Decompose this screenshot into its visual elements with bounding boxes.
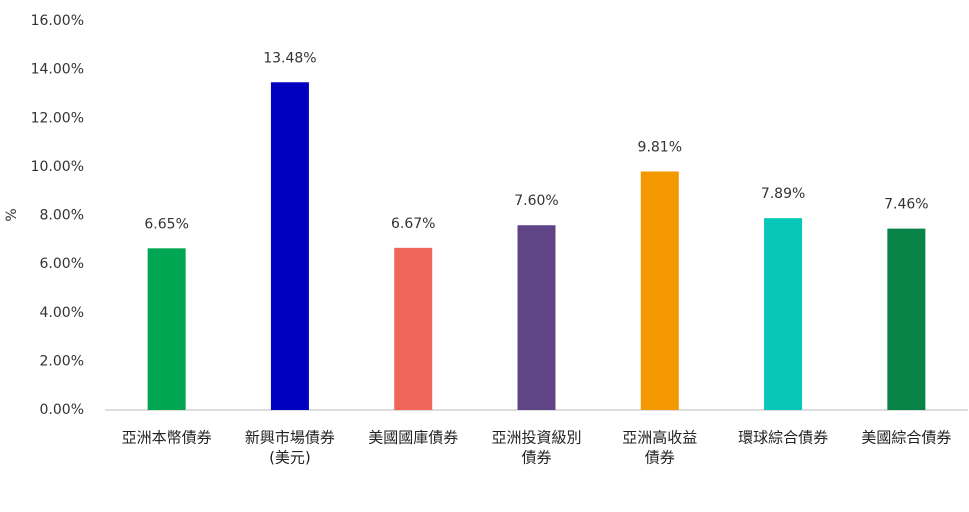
bar: [764, 218, 803, 410]
bar: [147, 248, 186, 410]
y-tick-label: 16.00%: [31, 13, 84, 29]
x-tick-label: 債券: [645, 449, 675, 467]
x-tick-label: 亞洲投資級別: [491, 429, 581, 447]
bar: [517, 225, 556, 410]
value-label: 9.81%: [638, 139, 682, 155]
y-tick-label: 12.00%: [31, 110, 84, 126]
value-label: 7.46%: [884, 197, 928, 213]
x-tick-label: 新興市場債券: [245, 429, 335, 447]
bar: [887, 228, 926, 410]
x-tick-label: 美國國庫債券: [368, 429, 458, 447]
bar: [270, 82, 309, 410]
y-tick-label: 4.00%: [40, 305, 84, 321]
x-tick-label: 亞洲高收益: [622, 429, 697, 447]
y-tick-label: 6.00%: [40, 256, 84, 272]
x-tick-label: (美元): [269, 449, 311, 467]
value-label: 7.89%: [761, 186, 805, 202]
y-tick-label: 0.00%: [40, 402, 84, 418]
value-label: 6.65%: [144, 216, 188, 232]
bar: [394, 247, 433, 410]
x-tick-label: 亞洲本幣債券: [122, 429, 212, 447]
value-label: 13.48%: [263, 50, 316, 66]
x-tick-label: 環球綜合債券: [738, 429, 828, 447]
y-tick-label: 2.00%: [40, 353, 84, 369]
value-label: 6.67%: [391, 216, 435, 232]
x-tick-label: 美國綜合債券: [861, 429, 951, 447]
y-axis-label: %: [4, 208, 20, 221]
bar: [640, 171, 679, 410]
y-tick-label: 14.00%: [31, 62, 84, 78]
value-label: 7.60%: [514, 193, 558, 209]
x-tick-label: 債券: [521, 449, 551, 467]
y-tick-label: 10.00%: [31, 159, 84, 175]
y-tick-label: 8.00%: [40, 208, 84, 224]
